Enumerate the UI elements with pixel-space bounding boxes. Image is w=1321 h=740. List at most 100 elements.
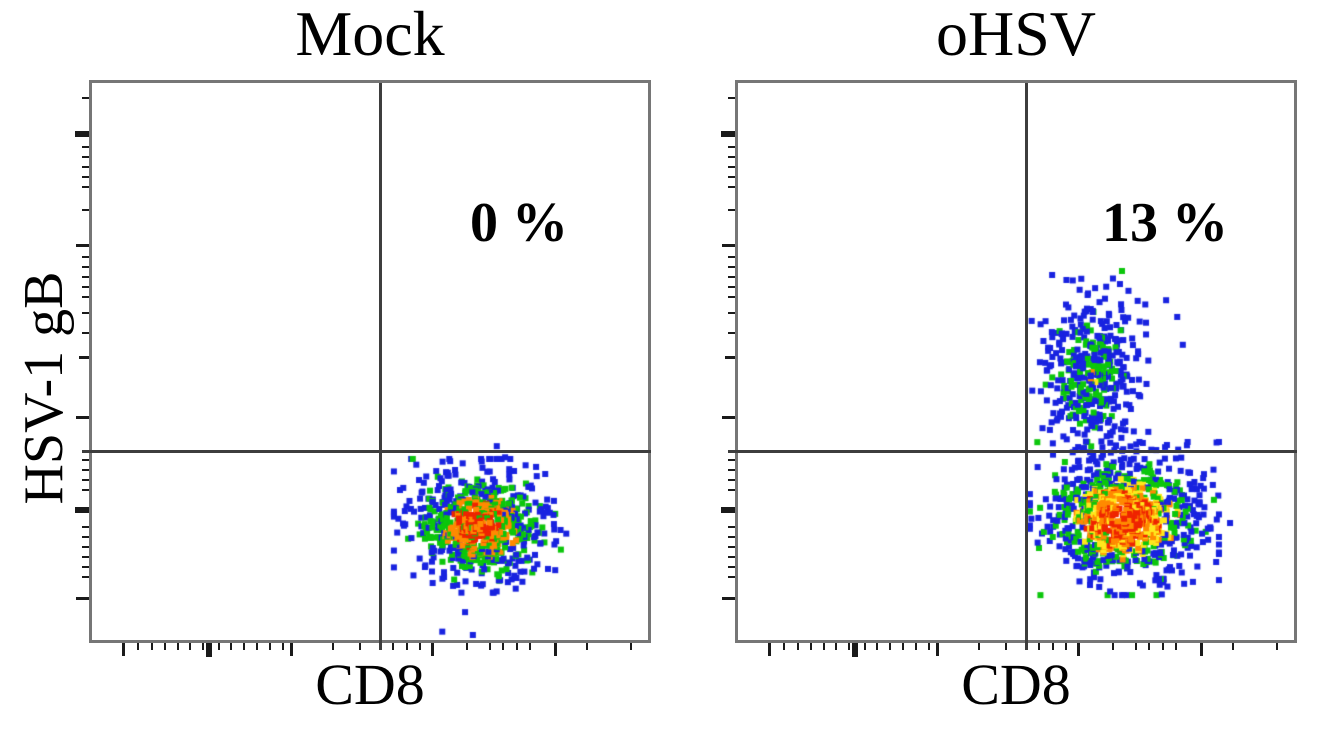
quadrant-gate-vertical-line	[379, 83, 383, 650]
y-axis-tick	[82, 545, 89, 548]
y-axis-tick	[75, 507, 89, 514]
x-axis-tick	[809, 643, 812, 650]
x-axis-tick	[1076, 643, 1080, 656]
y-axis-tick	[728, 146, 735, 149]
x-axis-tick	[876, 643, 878, 650]
y-axis-tick	[728, 208, 735, 211]
x-axis-tick	[797, 643, 800, 650]
x-axis-tick	[848, 643, 851, 650]
y-axis-tick	[82, 312, 89, 315]
plot-area-ohsv: 13 %	[721, 80, 1297, 657]
y-axis-tick	[728, 576, 735, 579]
x-axis-tick	[205, 643, 212, 657]
x-axis-tick	[242, 643, 245, 650]
gate-percentage-label: 0 %	[470, 192, 568, 255]
plot-area-mock: 0 %	[75, 80, 651, 657]
y-axis-tick	[728, 489, 735, 492]
quadrant-gate-horizontal-line	[82, 450, 651, 454]
x-axis-tick	[188, 643, 191, 650]
x-axis-tick	[851, 643, 858, 657]
y-axis-label: HSV-1 gB	[13, 271, 75, 505]
x-axis-tick	[1037, 643, 1040, 650]
x-axis-tick	[823, 643, 826, 650]
y-axis-tick	[722, 597, 735, 601]
scatter-canvas-mock	[92, 83, 648, 640]
y-axis-tick	[82, 146, 89, 149]
y-axis-tick	[82, 479, 89, 482]
x-axis-tick	[888, 643, 891, 650]
y-axis-tick	[728, 469, 735, 472]
y-axis-tick	[82, 469, 89, 472]
x-axis-tick	[358, 643, 361, 650]
y-axis-tick	[82, 186, 89, 189]
y-axis-tick	[75, 131, 89, 138]
x-axis-tick	[783, 643, 786, 650]
x-axis-tick	[553, 643, 557, 656]
y-axis-tick	[728, 176, 735, 179]
y-axis-tick	[82, 332, 89, 335]
y-axis-tick	[82, 176, 89, 179]
panel-title-mock: Mock	[295, 0, 445, 69]
y-axis-tick	[79, 355, 89, 359]
x-axis-tick	[177, 643, 180, 650]
x-axis-tick	[834, 643, 837, 650]
x-axis-tick	[1175, 643, 1178, 650]
x-axis-tick	[1004, 643, 1007, 650]
x-axis-tick	[630, 643, 633, 650]
y-axis-tick	[76, 415, 89, 419]
x-axis-tick	[1161, 643, 1164, 650]
x-axis-tick	[935, 643, 939, 656]
x-axis-tick	[217, 643, 220, 650]
y-axis-tick	[82, 97, 89, 100]
panel-title-ohsv: oHSV	[935, 0, 1097, 69]
y-axis-tick	[82, 265, 89, 268]
x-axis-tick	[391, 643, 394, 650]
y-axis-tick	[721, 131, 735, 138]
y-axis-tick	[728, 525, 735, 528]
y-axis-tick	[82, 208, 89, 211]
y-axis-tick	[728, 295, 735, 298]
x-axis-tick	[163, 643, 166, 650]
gate-percentage-label: 13 %	[1102, 192, 1228, 255]
x-axis-tick	[419, 643, 422, 650]
x-axis-tick	[121, 643, 125, 656]
y-axis-tick	[76, 597, 89, 601]
scatter-canvas-ohsv	[738, 83, 1294, 640]
x-axis-tick	[914, 643, 917, 650]
y-axis-tick	[82, 556, 89, 558]
y-axis-tick	[728, 285, 735, 288]
x-axis-label-ohsv: CD8	[961, 652, 1071, 717]
y-axis-tick	[728, 265, 735, 268]
x-axis-tick	[230, 643, 232, 650]
y-axis-tick	[722, 243, 735, 247]
y-axis-tick	[76, 243, 89, 247]
panel-mock: Mock 0 % CD8	[75, 0, 651, 740]
x-axis-tick	[1135, 643, 1138, 650]
x-axis-tick	[1276, 643, 1279, 650]
x-axis-label-mock: CD8	[315, 652, 425, 717]
x-axis-tick	[1147, 643, 1150, 650]
y-axis-tick	[728, 166, 735, 169]
x-axis-tick	[863, 643, 866, 650]
x-axis-tick	[289, 643, 293, 656]
y-axis-tick	[728, 156, 735, 159]
x-axis-tick	[501, 643, 504, 650]
x-axis-tick	[585, 643, 588, 650]
y-axis-tick	[82, 156, 89, 159]
y-axis-tick	[728, 275, 735, 278]
x-axis-tick	[1052, 643, 1055, 650]
x-axis-tick	[282, 643, 285, 650]
y-axis-tick	[82, 525, 89, 528]
y-axis-tick	[728, 312, 735, 315]
y-axis-tick	[728, 255, 735, 258]
quadrant-gate-horizontal-line	[728, 450, 1297, 454]
y-axis-tick	[82, 489, 89, 492]
y-axis-tick	[82, 295, 89, 298]
x-axis-tick	[902, 643, 905, 650]
y-axis-tick	[725, 355, 735, 359]
y-axis-tick	[728, 332, 735, 335]
x-axis-tick	[1111, 643, 1114, 650]
y-axis-tick	[722, 415, 735, 419]
y-axis-tick	[728, 556, 735, 558]
y-axis-tick	[728, 479, 735, 482]
